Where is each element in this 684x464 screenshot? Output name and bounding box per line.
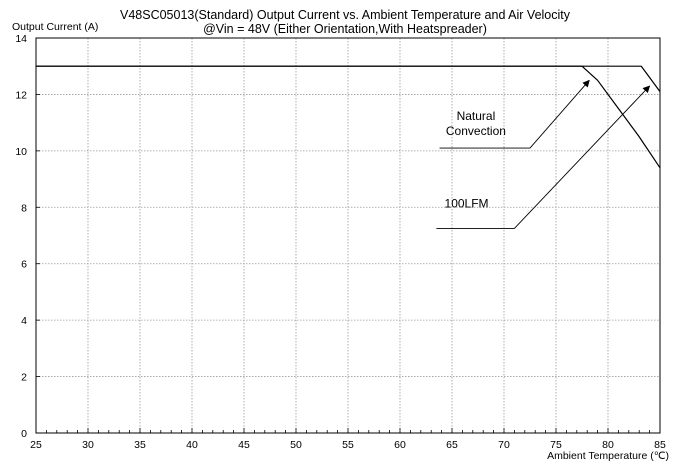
plot-area [36,38,660,433]
y-tick-label: 2 [21,372,27,384]
x-tick-label: 40 [186,439,198,451]
x-tick-label: 55 [342,439,354,451]
x-tick-label: 80 [602,439,614,451]
y-tick-label: 10 [15,146,27,158]
grid-layer [36,38,660,433]
x-tick-label: 75 [550,439,562,451]
series-layer [36,65,661,169]
y-tick-label: 0 [21,428,27,440]
annotation-leader-0 [439,79,590,149]
x-tick-label: 35 [134,439,146,451]
x-tick-label: 25 [30,439,42,451]
y-tick-label: 4 [21,315,27,327]
x-tick-label: 50 [290,439,302,451]
x-tick-label: 65 [446,439,458,451]
y-tick-label: 14 [15,33,27,45]
text-layer: V48SC05013(Standard) Output Current vs. … [12,8,669,462]
chart-subtitle: @Vin = 48V (Either Orientation,With Heat… [203,22,487,36]
x-tick-label: 85 [654,439,666,451]
series-line-100lfm [36,65,661,92]
x-tick-label: 60 [394,439,406,451]
y-tick-label: 12 [15,89,27,101]
annotation-label: Natural [457,109,496,123]
x-axis-label: Ambient Temperature (℃) [547,450,669,462]
chart-title: V48SC05013(Standard) Output Current vs. … [120,8,571,22]
y-tick-label: 8 [21,202,27,214]
axis-layer: 25 30 35 40 45 50 55 60 65 70 75 80 85 0 2 4 6 8 10 12 14 [15,33,666,451]
y-tick-label: 6 [21,259,27,271]
x-tick-label: 70 [498,439,510,451]
x-tick-label: 30 [82,439,94,451]
annotation-leader-1 [436,85,651,229]
y-axis-label: Output Current (A) [12,21,98,33]
annotation-label: 100LFM [445,196,489,210]
annotation-label: Convection [446,124,506,138]
x-tick-label: 45 [238,439,250,451]
